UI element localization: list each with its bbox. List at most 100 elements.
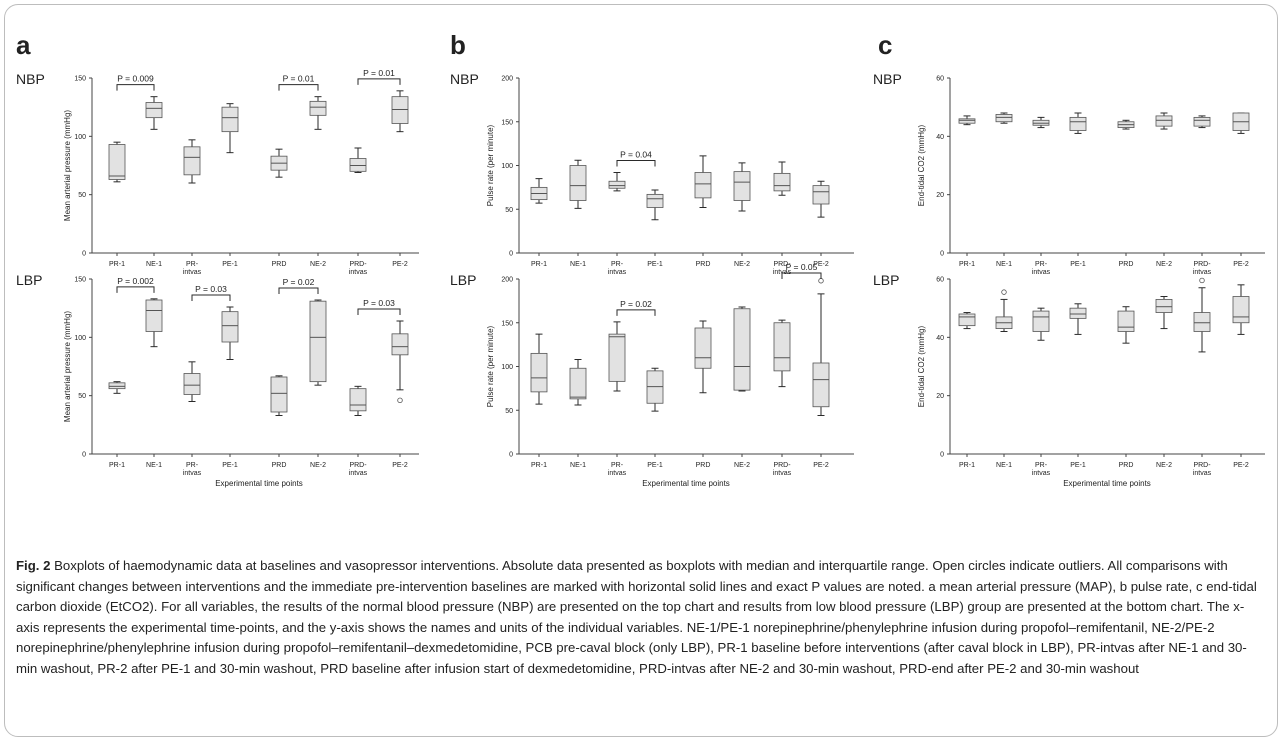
comparison-bracket: P = 0.01 bbox=[278, 74, 319, 91]
bracket-line bbox=[616, 309, 656, 316]
x-tick-label: PRD- bbox=[773, 462, 791, 469]
comparison-bracket: P = 0.02 bbox=[278, 277, 319, 294]
box-iqr bbox=[108, 144, 126, 180]
comparison-bracket: P = 0.009 bbox=[116, 74, 155, 91]
x-tick-label: PR- bbox=[611, 462, 624, 469]
box-PR-intvas bbox=[1032, 116, 1050, 129]
y-tick-label: 200 bbox=[501, 277, 513, 284]
bracket-line bbox=[278, 84, 319, 91]
box-iqr bbox=[1155, 115, 1173, 127]
box-iqr bbox=[309, 100, 327, 116]
box-iqr bbox=[1069, 307, 1087, 319]
box-PRD bbox=[694, 320, 712, 394]
x-tick-label: PRD bbox=[696, 462, 711, 469]
caption-label: Fig. 2 bbox=[16, 558, 51, 573]
chart-b-lbp: LBP 0 50 100 150 200 Pulse rate (per minute) PR… bbox=[450, 262, 854, 488]
y-tick-label: 0 bbox=[940, 452, 944, 459]
chart-a-nbp: a NBP 0 50 100 150 Mean arterial pressure (mmH… bbox=[16, 30, 419, 276]
box-iqr bbox=[1155, 299, 1173, 313]
figure-caption: Fig. 2 Boxplots of haemodynamic data at … bbox=[16, 556, 1266, 680]
box-PE-2 bbox=[391, 90, 409, 133]
p-value-label: P = 0.01 bbox=[363, 68, 395, 78]
box-NE-1 bbox=[145, 96, 163, 130]
y-tick-label: 0 bbox=[509, 452, 513, 459]
x-tick-label: PR-1 bbox=[959, 462, 975, 469]
box-iqr bbox=[1232, 296, 1250, 324]
comparison-bracket: P = 0.04 bbox=[616, 150, 656, 167]
x-tick-label: PR-1 bbox=[109, 261, 125, 268]
box-PRD-intvas bbox=[1193, 287, 1211, 353]
x-axis-title: Experimental time points bbox=[1063, 479, 1151, 488]
figure-frame bbox=[4, 4, 1278, 737]
x-tick-label: NE-1 bbox=[146, 462, 162, 469]
box-PE-2 bbox=[391, 320, 409, 391]
outlier-point bbox=[1001, 289, 1007, 295]
y-axis-label: Pulse rate (per minute) bbox=[486, 325, 495, 407]
x-tick-label: PRD bbox=[696, 261, 711, 268]
box-PR-1 bbox=[958, 312, 976, 330]
chart-c-nbp: c NBP 0 20 40 60 End-tidal CO2 (mmHg) PR-1 NE-1 P… bbox=[873, 30, 1265, 276]
box-iqr bbox=[646, 193, 664, 208]
box-iqr bbox=[773, 322, 791, 372]
panel-letter-a: a bbox=[16, 30, 31, 60]
box-iqr bbox=[958, 313, 976, 327]
y-tick-label: 50 bbox=[505, 408, 513, 415]
x-tick-label: PRD bbox=[1119, 261, 1134, 268]
x-tick-label: intvas bbox=[1032, 269, 1051, 276]
y-axis-label: Mean arterial pressure (mmHg) bbox=[63, 311, 72, 422]
comparison-bracket: P = 0.01 bbox=[357, 68, 401, 85]
y-tick-label: 20 bbox=[936, 192, 944, 199]
box-iqr bbox=[391, 333, 409, 356]
bracket-line bbox=[357, 308, 401, 315]
y-tick-label: 50 bbox=[505, 207, 513, 214]
y-axis-label: End-tidal CO2 (mmHg) bbox=[917, 325, 926, 407]
comparison-bracket: P = 0.02 bbox=[616, 299, 656, 316]
y-tick-label: 50 bbox=[78, 393, 86, 400]
x-tick-label: PRD- bbox=[1193, 462, 1211, 469]
caption-text: Boxplots of haemodynamic data at baselin… bbox=[16, 558, 1257, 676]
box-NE-2 bbox=[309, 299, 327, 386]
x-tick-label: NE-2 bbox=[1156, 261, 1172, 268]
x-tick-label: PRD bbox=[1119, 462, 1134, 469]
box-NE-1 bbox=[569, 159, 587, 209]
y-axis-label: Pulse rate (per minute) bbox=[486, 124, 495, 206]
panel-letter-b: b bbox=[450, 30, 466, 60]
box-iqr bbox=[145, 299, 163, 332]
x-tick-label: NE-2 bbox=[734, 462, 750, 469]
p-value-label: P = 0.01 bbox=[283, 74, 315, 84]
y-tick-label: 40 bbox=[936, 134, 944, 141]
x-tick-label: intvas bbox=[1193, 470, 1212, 477]
x-tick-label: NE-1 bbox=[146, 261, 162, 268]
x-axis-title: Experimental time points bbox=[642, 479, 730, 488]
x-tick-label: PRD- bbox=[349, 261, 367, 268]
x-tick-label: PR- bbox=[1035, 462, 1048, 469]
y-tick-label: 100 bbox=[501, 163, 513, 170]
p-value-label: P = 0.03 bbox=[195, 284, 227, 294]
x-tick-label: NE-2 bbox=[310, 261, 326, 268]
y-tick-label: 200 bbox=[501, 76, 513, 83]
box-PE-2 bbox=[812, 180, 830, 218]
x-tick-label: PE-2 bbox=[1233, 462, 1249, 469]
box-NE-1 bbox=[995, 112, 1013, 124]
box-NE-1 bbox=[569, 359, 587, 406]
box-iqr bbox=[995, 114, 1013, 123]
y-tick-label: 150 bbox=[74, 277, 86, 284]
x-tick-label: PRD bbox=[272, 261, 287, 268]
box-PE-2 bbox=[812, 293, 830, 416]
outlier-point bbox=[818, 278, 824, 284]
box-PR-1 bbox=[530, 178, 548, 204]
x-tick-label: NE-1 bbox=[570, 462, 586, 469]
x-tick-label: PE-1 bbox=[1070, 462, 1086, 469]
box-NE-2 bbox=[733, 306, 751, 392]
p-value-label: P = 0.02 bbox=[620, 299, 652, 309]
box-PRD-intvas bbox=[349, 385, 367, 416]
box-iqr bbox=[733, 308, 751, 391]
x-tick-label: PE-1 bbox=[222, 462, 238, 469]
box-iqr bbox=[270, 376, 288, 413]
y-tick-label: 0 bbox=[509, 251, 513, 258]
box-PR-intvas bbox=[608, 172, 626, 192]
y-axis-label: Mean arterial pressure (mmHg) bbox=[63, 110, 72, 221]
box-NE-1 bbox=[995, 298, 1013, 332]
box-PE-1 bbox=[221, 306, 239, 360]
box-iqr bbox=[1193, 116, 1211, 127]
